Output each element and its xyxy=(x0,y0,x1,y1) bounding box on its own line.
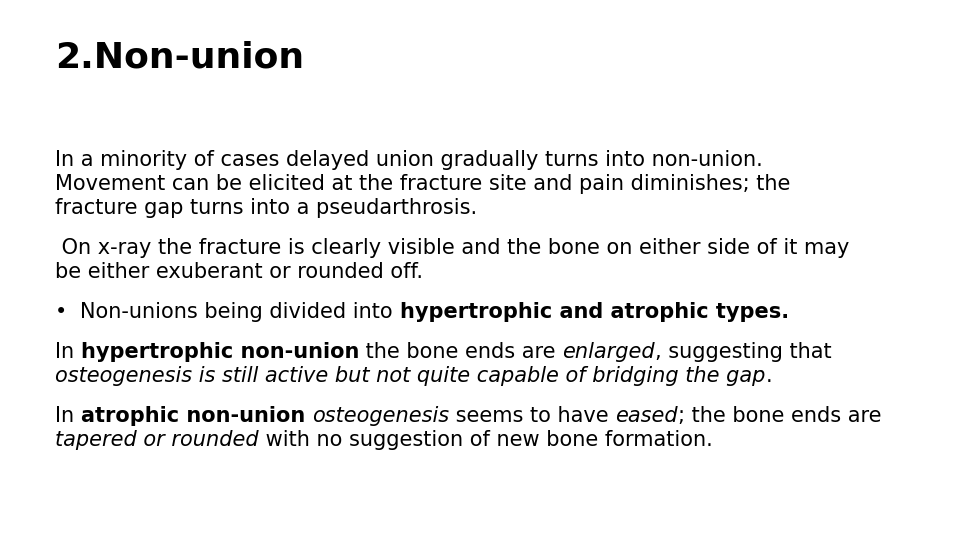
Text: osteogenesis is still active but not quite capable of bridging the gap: osteogenesis is still active but not qui… xyxy=(55,366,765,386)
Text: eased: eased xyxy=(615,406,678,426)
Text: .: . xyxy=(765,366,772,386)
Text: be either exuberant or rounded off.: be either exuberant or rounded off. xyxy=(55,262,423,282)
Text: •: • xyxy=(55,302,81,322)
Text: with no suggestion of new bone formation.: with no suggestion of new bone formation… xyxy=(258,430,712,450)
Text: In: In xyxy=(55,406,81,426)
Text: hypertrophic non-union: hypertrophic non-union xyxy=(81,342,359,362)
Text: the bone ends are: the bone ends are xyxy=(359,342,563,362)
Text: hypertrophic and atrophic types.: hypertrophic and atrophic types. xyxy=(399,302,789,322)
Text: Non-unions being divided into: Non-unions being divided into xyxy=(81,302,399,322)
Text: On x-ray the fracture is clearly visible and the bone on either side of it may: On x-ray the fracture is clearly visible… xyxy=(55,238,850,258)
Text: fracture gap turns into a pseudarthrosis.: fracture gap turns into a pseudarthrosis… xyxy=(55,198,477,218)
Text: Movement can be elicited at the fracture site and pain diminishes; the: Movement can be elicited at the fracture… xyxy=(55,174,790,194)
Text: ; the bone ends are: ; the bone ends are xyxy=(678,406,881,426)
Text: tapered or rounded: tapered or rounded xyxy=(55,430,258,450)
Text: seems to have: seems to have xyxy=(448,406,615,426)
Text: In a minority of cases delayed union gradually turns into non-union.: In a minority of cases delayed union gra… xyxy=(55,150,763,170)
Text: osteogenesis: osteogenesis xyxy=(312,406,448,426)
Text: atrophic non-union: atrophic non-union xyxy=(81,406,305,426)
Text: , suggesting that: , suggesting that xyxy=(655,342,831,362)
Text: In: In xyxy=(55,342,81,362)
Text: enlarged: enlarged xyxy=(563,342,655,362)
Text: 2.Non-union: 2.Non-union xyxy=(55,40,304,74)
